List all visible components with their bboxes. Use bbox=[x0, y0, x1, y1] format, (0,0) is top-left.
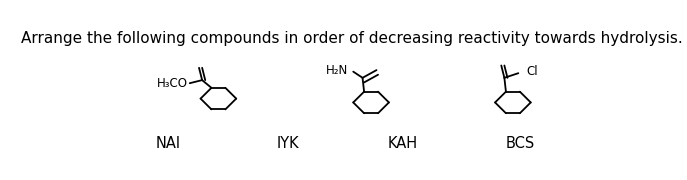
Text: BCS: BCS bbox=[505, 136, 534, 151]
Text: NAI: NAI bbox=[156, 136, 181, 151]
Text: H₂N: H₂N bbox=[326, 64, 348, 77]
Text: KAH: KAH bbox=[387, 136, 418, 151]
Text: Arrange the following compounds in order of decreasing reactivity towards hydrol: Arrange the following compounds in order… bbox=[21, 31, 683, 46]
Text: IYK: IYK bbox=[277, 136, 300, 151]
Text: Cl: Cl bbox=[526, 65, 538, 78]
Text: H₃CO: H₃CO bbox=[157, 77, 188, 90]
